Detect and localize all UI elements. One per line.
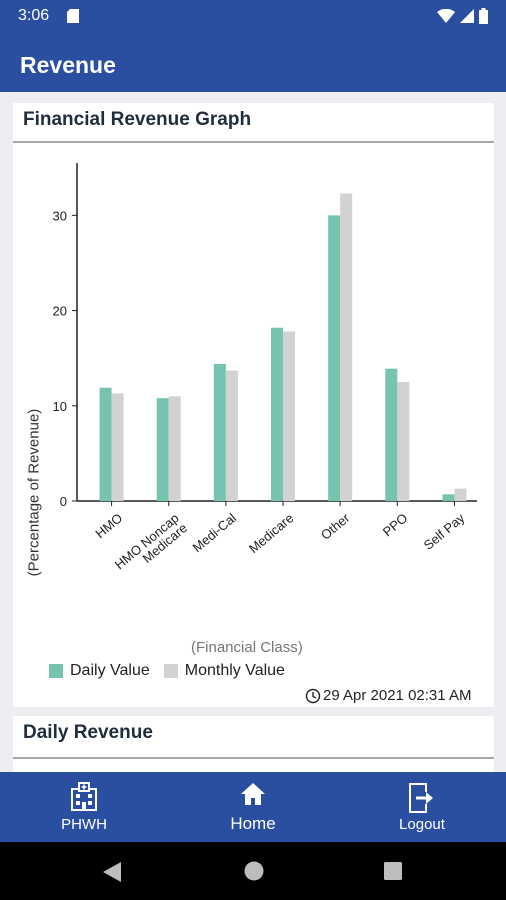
status-time: 3:06 bbox=[18, 7, 50, 24]
bar-monthly-medi-cal bbox=[225, 370, 238, 501]
bar-monthly-self-pay bbox=[454, 488, 467, 501]
bar-monthly-medicare bbox=[283, 331, 295, 501]
graph-card-title: Financial Revenue Graph bbox=[23, 109, 252, 130]
battery-icon bbox=[479, 8, 488, 24]
daily-revenue-card: Daily Revenue bbox=[13, 716, 494, 776]
bar-monthly-hmo-noncap-medicare bbox=[168, 396, 181, 501]
app-bar: Revenue bbox=[0, 34, 506, 92]
home-icon bbox=[203, 782, 303, 806]
bar-daily-hmo-noncap-medicare bbox=[156, 398, 169, 501]
nav-label-logout: Logout bbox=[399, 816, 445, 833]
back-button-icon[interactable] bbox=[102, 861, 122, 883]
divider bbox=[13, 141, 494, 143]
y-tick-label: 10 bbox=[53, 399, 67, 414]
signal-icon bbox=[460, 9, 474, 23]
bar-daily-ppo bbox=[385, 368, 398, 501]
nav-item-logout[interactable]: Logout bbox=[372, 772, 472, 842]
y-axis-title: (Percentage of Revenue) bbox=[25, 408, 43, 577]
system-navigation-bar bbox=[0, 842, 506, 900]
bottom-navigation: PHWH Home Logout bbox=[0, 772, 506, 842]
home-button-icon[interactable] bbox=[244, 861, 264, 881]
divider bbox=[13, 757, 494, 759]
daily-card-title: Daily Revenue bbox=[23, 722, 153, 743]
chart-legend: Daily Value Monthly Value bbox=[49, 662, 299, 680]
page-title: Revenue bbox=[20, 52, 116, 78]
recents-button-icon[interactable] bbox=[384, 862, 402, 880]
bar-daily-medicare bbox=[271, 327, 283, 501]
y-tick-label: 30 bbox=[53, 208, 67, 223]
nav-label-home: Home bbox=[230, 814, 276, 833]
legend-item-daily: Daily Value bbox=[49, 662, 150, 680]
last-updated: 29 Apr 2021 02:31 AM bbox=[305, 687, 471, 704]
bar-daily-other bbox=[328, 215, 341, 501]
bar-daily-medi-cal bbox=[213, 363, 226, 501]
legend-swatch-daily bbox=[49, 664, 63, 678]
bar-monthly-other bbox=[340, 193, 353, 502]
nav-item-phwh[interactable]: PHWH bbox=[34, 772, 134, 842]
hospital-icon bbox=[34, 782, 134, 812]
x-axis-title: (Financial Class) bbox=[191, 639, 303, 656]
sd-card-icon bbox=[67, 9, 79, 28]
logout-icon bbox=[372, 782, 472, 814]
bar-daily-self-pay bbox=[442, 494, 455, 501]
legend-label-monthly: Monthly Value bbox=[184, 662, 285, 679]
wifi-icon bbox=[437, 9, 455, 23]
status-bar: 3:06 bbox=[0, 0, 506, 34]
y-tick-label: 0 bbox=[60, 494, 67, 509]
legend-label-daily: Daily Value bbox=[70, 662, 150, 679]
nav-label-phwh: PHWH bbox=[61, 816, 107, 833]
bar-monthly-hmo bbox=[111, 393, 124, 501]
timestamp-text: 29 Apr 2021 02:31 AM bbox=[323, 687, 472, 704]
revenue-bar-chart: 0 10 20 30 bbox=[53, 163, 477, 509]
y-tick-label: 20 bbox=[53, 304, 67, 319]
clock-icon bbox=[305, 688, 321, 703]
bar-daily-hmo bbox=[99, 387, 112, 501]
legend-swatch-monthly bbox=[163, 664, 178, 678]
financial-revenue-graph-card: Financial Revenue Graph 0 10 20 30 HMO HMO N… bbox=[13, 103, 494, 707]
legend-item-monthly: Monthly Value bbox=[163, 662, 285, 680]
nav-item-home[interactable]: Home bbox=[203, 772, 303, 842]
bar-monthly-ppo bbox=[397, 381, 410, 501]
status-icons bbox=[437, 8, 488, 24]
